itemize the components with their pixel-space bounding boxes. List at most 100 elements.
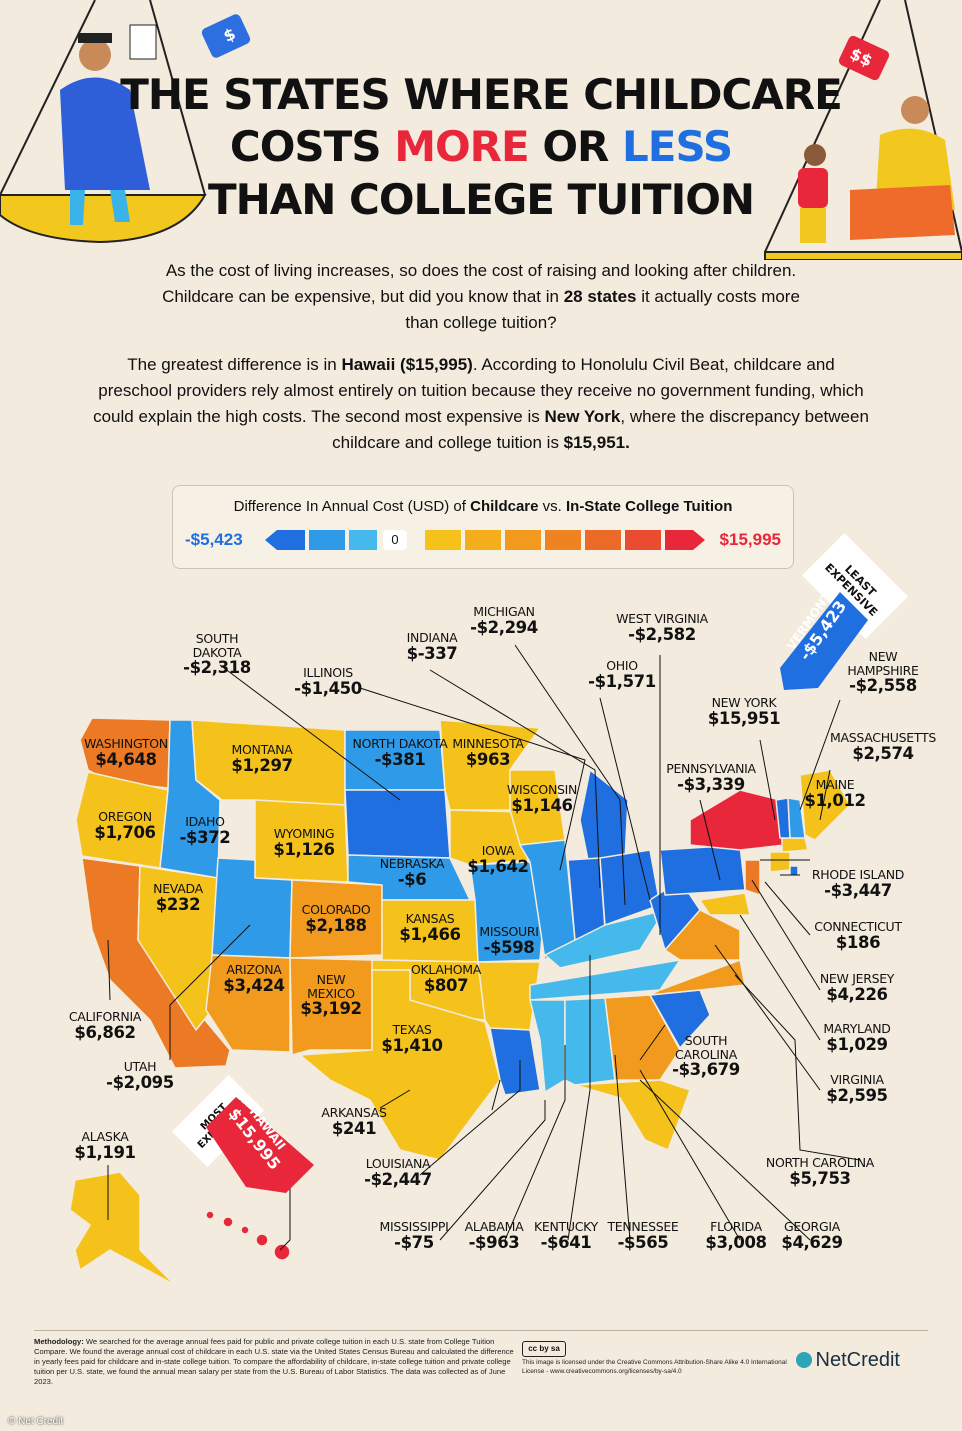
state-value: -$1,571 [588, 671, 656, 691]
label-south-carolina: SOUTH CAROLINA -$3,679 [664, 1034, 748, 1079]
state-name: INDIANA [406, 630, 458, 645]
label-texas: TEXAS $1,410 [372, 1023, 452, 1054]
state-value: -$2,447 [364, 1169, 432, 1189]
license-text: This image is licensed under the Creativ… [522, 1359, 787, 1375]
legend-title: Difference In Annual Cost (USD) of Child… [173, 498, 793, 515]
state-name: MISSOURI [479, 924, 539, 939]
state-name: KENTUCKY [534, 1219, 598, 1234]
state-value: $1,410 [381, 1035, 443, 1055]
label-louisiana: LOUISIANA -$2,447 [358, 1157, 438, 1188]
state-oregon [75, 771, 169, 869]
state-value: -$3,679 [672, 1060, 740, 1079]
legend-min: -$5,423 [185, 530, 243, 549]
state-texas [299, 969, 501, 1161]
label-maryland: MARYLAND $1,029 [816, 1022, 898, 1053]
label-georgia: GEORGIA $4,629 [772, 1220, 852, 1251]
title-less: LESS [622, 122, 733, 171]
label-minnesota: MINNESOTA $963 [446, 737, 530, 768]
label-florida: FLORIDA $3,008 [698, 1220, 774, 1251]
dollar-tag-red-icon: $$ [838, 35, 890, 81]
state-name: CONNECTICUT [814, 919, 902, 934]
state-value: -$372 [179, 827, 231, 847]
state-value: $963 [465, 749, 511, 769]
state-name: COLORADO [301, 902, 371, 917]
state-name: NEW JERSEY [819, 971, 895, 986]
label-kansas: KANSAS $1,466 [392, 912, 468, 943]
legend-text: Difference In Annual Cost (USD) of [233, 498, 471, 515]
state-value: $2,595 [826, 1085, 888, 1105]
state-name: IOWA [481, 843, 515, 858]
label-new-mexico: NEW MEXICO $3,192 [296, 973, 366, 1018]
state-value: $1,146 [511, 795, 573, 815]
leader-lines [107, 644, 861, 1251]
label-kentucky: KENTUCKY -$641 [526, 1220, 606, 1251]
label-virginia: VIRGINIA $2,595 [818, 1073, 896, 1104]
state-name: GEORGIA [784, 1219, 840, 1234]
state-name: KANSAS [405, 911, 455, 926]
state-value: $241 [331, 1118, 377, 1138]
state-name: OREGON [98, 809, 152, 824]
state-value: $-337 [406, 643, 458, 663]
intro-text: As the cost of living increases, so does… [162, 261, 797, 306]
footer: Methodology: We searched for the average… [34, 1330, 928, 1403]
label-north-carolina: NORTH CAROLINA $5,753 [762, 1156, 878, 1187]
label-tennessee: TENNESSEE -$565 [600, 1220, 686, 1251]
label-oklahoma: OKLAHOMA $807 [404, 963, 488, 994]
state-value: $807 [423, 975, 469, 995]
state-value: $2,574 [852, 743, 914, 763]
label-mississippi: MISSISSIPPI -$75 [368, 1220, 460, 1251]
graduate-figure-icon [60, 24, 157, 225]
state-name: ALABAMA [464, 1219, 524, 1234]
state-name: MONTANA [231, 742, 293, 757]
label-alaska: ALASKA $1,191 [70, 1130, 140, 1161]
state-name: IDAHO [185, 814, 225, 829]
label-arizona: ARIZONA $3,424 [216, 963, 292, 994]
state-hawaii [205, 1210, 291, 1261]
label-massachusetts: MASSACHUSETTS $2,574 [826, 731, 940, 762]
creative-commons-icon: cc by sa [522, 1341, 566, 1357]
state-name: ALASKA [81, 1129, 129, 1144]
state-value: $1,706 [94, 822, 156, 842]
color-legend: Difference In Annual Cost (USD) of Child… [172, 485, 794, 569]
state-north-carolina [649, 959, 746, 996]
state-iowa [449, 809, 531, 866]
state-value: -$2,582 [628, 624, 696, 644]
label-ohio: OHIO -$1,571 [584, 659, 660, 690]
label-south-dakota: SOUTH DAKOTA -$2,318 [170, 632, 264, 677]
state-value: $1,466 [399, 924, 461, 944]
label-alabama: ALABAMA -$963 [456, 1220, 532, 1251]
intro-bold: 28 states [563, 287, 637, 306]
intro-text: The greatest difference is in [127, 355, 342, 374]
label-nebraska: NEBRASKA -$6 [370, 857, 454, 888]
state-name: SOUTH CAROLINA [675, 1033, 737, 1062]
state-name: ARKANSAS [321, 1105, 387, 1120]
intro-text: , where the discrepancy between childcar… [332, 407, 869, 452]
vermont-tag [780, 592, 868, 690]
title-line-1: THE STATES WHERE CHILDCARE [120, 70, 843, 119]
brand-name: NetCredit [815, 1349, 900, 1371]
state-name: UTAH [123, 1059, 157, 1074]
label-illinois: ILLINOIS -$1,450 [290, 666, 366, 697]
state-value: $4,648 [95, 749, 157, 769]
intro-bold: Hawaii ($15,995) [341, 355, 473, 374]
legend-bold: Childcare [470, 498, 539, 515]
state-louisiana [489, 1027, 541, 1096]
state-south-dakota [344, 789, 451, 859]
state-name: NEW YORK [711, 695, 777, 710]
state-name: OHIO [606, 658, 638, 673]
state-name: VIRGINIA [830, 1072, 884, 1087]
state-value: $2,188 [305, 915, 367, 935]
label-washington: WASHINGTON $4,648 [78, 737, 174, 768]
state-value: $4,629 [781, 1232, 843, 1252]
state-name: ARIZONA [226, 962, 282, 977]
state-value: $1,012 [804, 790, 866, 810]
state-name: NEW MEXICO [307, 972, 355, 1001]
label-connecticut: CONNECTICUT $186 [810, 920, 906, 951]
state-kentucky [544, 909, 666, 969]
title-line-3: THAN COLLEGE TUITION [207, 175, 755, 224]
state-massachusetts [781, 837, 809, 853]
state-name: ILLINOIS [303, 665, 353, 680]
state-value: -$2,558 [849, 676, 917, 695]
state-name: MICHIGAN [473, 604, 535, 619]
state-value: $3,192 [300, 999, 362, 1018]
